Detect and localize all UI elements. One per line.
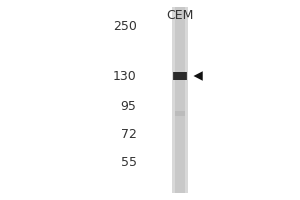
Bar [172,72,188,80]
Bar [175,72,185,80]
Text: 95: 95 [121,99,136,112]
Bar [174,72,186,80]
Bar [172,7,188,193]
Bar [173,72,187,80]
Bar [173,72,187,80]
Bar [174,72,186,80]
Bar [176,7,184,193]
Text: 55: 55 [121,156,136,170]
Text: 72: 72 [121,129,136,142]
Bar [173,72,187,80]
Bar [175,111,185,116]
Polygon shape [194,71,203,81]
Bar [174,72,186,80]
Text: 250: 250 [112,21,136,33]
Text: CEM: CEM [166,9,194,22]
Text: 130: 130 [113,70,136,82]
